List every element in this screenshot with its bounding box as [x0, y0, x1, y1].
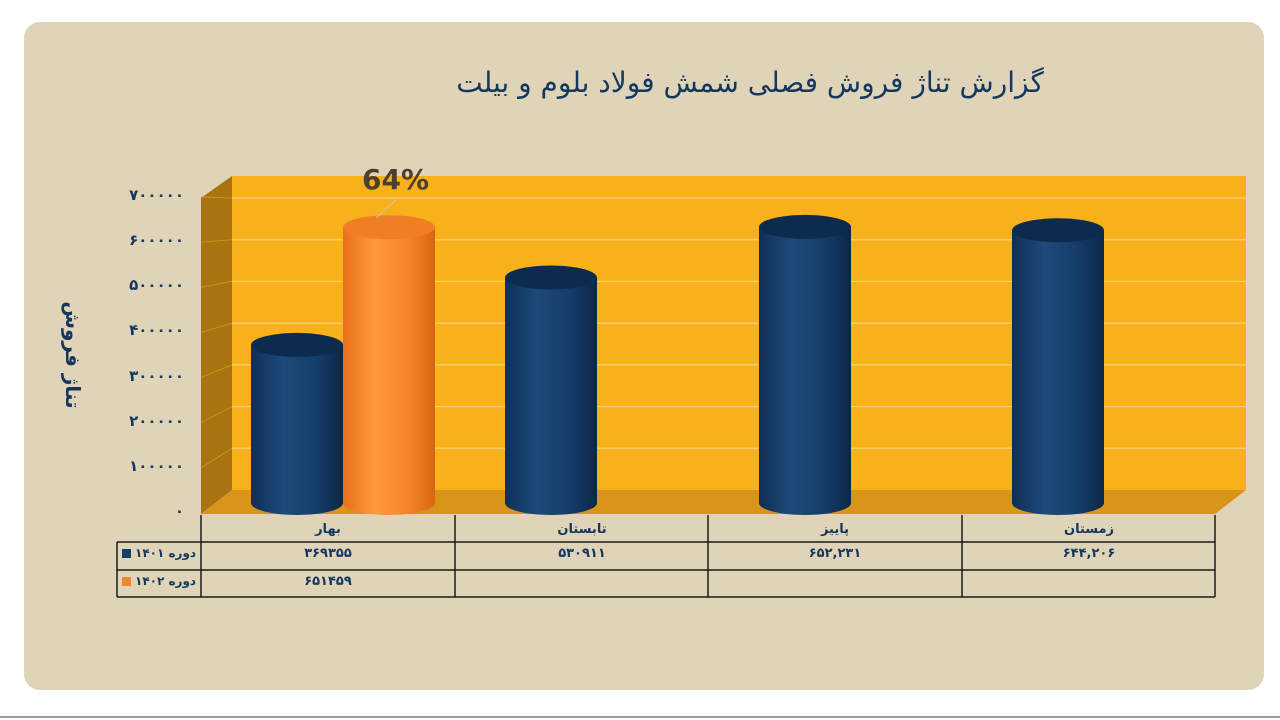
gridline-side: [200, 447, 233, 469]
category-label: زمستان: [1063, 522, 1115, 537]
bar-1402-0: [343, 215, 435, 515]
growth-percent-label: 64%: [362, 163, 430, 196]
plot-side-wall: [201, 176, 232, 514]
table-value: ۶۴۴,۲۰۶: [1062, 546, 1116, 561]
y-tick-label: ۵۰۰۰۰۰: [129, 276, 184, 295]
legend-entry: دوره ۱۴۰۲: [118, 574, 200, 588]
bar-1401-0: [251, 332, 343, 515]
gridline-side: [200, 196, 233, 199]
gridline-side: [200, 364, 233, 379]
category-label: بهار: [315, 522, 341, 537]
legend-label: دوره ۱۴۰۱: [135, 546, 197, 560]
annotation-leader-line: [375, 199, 397, 219]
y-tick-label: ۶۰۰۰۰۰: [129, 231, 184, 250]
gridline-side: [200, 322, 233, 333]
y-tick-label: ۲۰۰۰۰۰: [129, 411, 184, 430]
gridline-side: [200, 280, 233, 288]
bar-1401-2: [759, 214, 851, 515]
legend-label: دوره ۱۴۰۲: [135, 574, 197, 588]
bar-1401-3: [1012, 218, 1104, 516]
chart-title: گزارش تناژ فروش فصلی شمش فولاد بلوم و بی…: [456, 66, 1044, 99]
gridline-side: [200, 239, 233, 243]
table-value: ۶۵۱۴۵۹: [304, 574, 352, 589]
legend-swatch-icon: [122, 548, 131, 558]
table-value: ۶۵۲,۲۳۱: [808, 546, 862, 561]
bar-1401-1: [505, 265, 597, 515]
table-value: ۳۶۹۳۵۵: [304, 546, 352, 561]
y-tick-label: ۰: [174, 502, 184, 520]
y-tick-label: ۱۰۰۰۰۰: [129, 456, 184, 475]
category-label: پاییز: [820, 522, 850, 537]
category-label: تابستان: [557, 522, 607, 537]
y-tick-label: ۷۰۰۰۰۰: [129, 186, 184, 204]
gridline-side: [200, 406, 233, 424]
legend-swatch-icon: [122, 576, 131, 586]
table-value: ۵۳۰۹۱۱: [558, 546, 606, 561]
plot-floor: [201, 490, 1246, 514]
bottom-divider: [0, 716, 1280, 718]
y-tick-label: ۳۰۰۰۰۰: [129, 366, 184, 385]
y-tick-label: ۴۰۰۰۰۰: [129, 321, 184, 340]
legend-entry: دوره ۱۴۰۱: [118, 546, 200, 560]
